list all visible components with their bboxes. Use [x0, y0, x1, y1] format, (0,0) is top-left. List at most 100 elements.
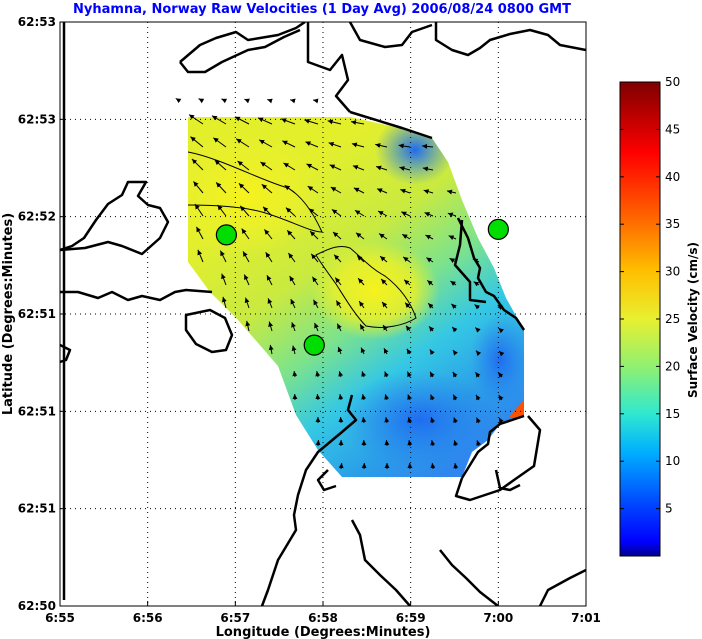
velocity-arrow: [237, 160, 250, 171]
velocity-arrow: [423, 189, 434, 195]
velocity-arrow: [430, 394, 435, 401]
velocity-arrow: [474, 304, 480, 310]
velocity-arrow: [290, 298, 296, 309]
velocity-arrow: [452, 371, 458, 378]
velocity-arrow: [243, 274, 250, 286]
velocity-arrow: [310, 253, 319, 263]
velocity-arrow: [291, 345, 297, 355]
velocity-arrow: [338, 394, 344, 401]
velocity-arrow: [361, 416, 367, 424]
velocity-arrow: [190, 136, 204, 148]
velocity-arrow: [245, 320, 251, 332]
site-marker: [487, 218, 509, 241]
velocity-arrow: [335, 300, 342, 309]
velocity-arrow: [285, 207, 296, 217]
velocity-arrow: [239, 205, 250, 217]
velocity-arrow: [286, 229, 296, 240]
velocity-arrow: [334, 277, 342, 286]
colorbar-tick-label: 20: [665, 359, 680, 373]
velocity-arrow: [234, 116, 250, 125]
velocity-arrow: [359, 324, 365, 332]
y-tick-label: 62:52: [18, 210, 56, 224]
velocity-arrow: [314, 322, 319, 332]
velocity-arrow: [404, 302, 411, 309]
velocity-arrow: [235, 138, 250, 148]
velocity-arrow: [430, 440, 436, 447]
velocity-arrow: [315, 393, 321, 401]
velocity-arrow: [355, 232, 365, 240]
velocity-arrow: [375, 165, 388, 171]
velocity-arrow: [428, 325, 435, 332]
velocity-arrow: [305, 141, 319, 148]
coastline: [60, 22, 586, 606]
velocity-arrow: [328, 141, 342, 148]
velocity-arrow: [401, 233, 411, 240]
velocity-arrow: [350, 120, 365, 126]
colorbar: 50 45 40 35 30 25 20 15 10 5 Surface Velocity (cm…: [619, 75, 700, 557]
plot-area: [59, 21, 587, 607]
velocity-arrow: [358, 300, 365, 309]
velocity-arrow: [193, 181, 204, 194]
velocity-arrow: [474, 327, 481, 333]
velocity-arrow: [452, 394, 458, 401]
velocity-arrow: [333, 254, 342, 263]
velocity-arrow: [352, 165, 365, 171]
velocity-arrow: [329, 164, 342, 171]
y-tick-label: 62:53: [18, 112, 56, 126]
velocity-arrow: [357, 277, 365, 286]
velocity-arrow: [338, 462, 344, 470]
velocity-arrow: [377, 210, 388, 217]
x-tick-label: 6:57: [220, 611, 250, 625]
velocity-arrow: [198, 98, 205, 104]
velocity-arrow: [450, 280, 457, 286]
velocity-arrow: [384, 394, 390, 401]
velocity-arrow: [406, 371, 412, 378]
colorbar-ticks: 50 45 40 35 30 25 20 15 10 5: [620, 75, 680, 516]
colorbar-label: Surface Velocity (cm/s): [686, 242, 700, 398]
velocity-arrow: [383, 347, 389, 355]
x-tick-label: 6:58: [308, 611, 338, 625]
velocity-arrow: [497, 372, 504, 378]
y-tick-label: 62:53: [18, 15, 56, 29]
velocity-arrow: [447, 212, 457, 218]
velocity-arrow: [425, 234, 434, 240]
velocity-arrow: [267, 298, 273, 309]
velocity-arrow: [313, 98, 319, 104]
colorbar-tick-label: 25: [665, 312, 680, 326]
y-tick-label: 62:50: [18, 599, 56, 613]
velocity-arrow: [401, 211, 411, 217]
velocity-arrow: [475, 371, 481, 378]
velocity-arrow: [476, 440, 482, 447]
y-tick-label: 62:51: [18, 404, 56, 418]
velocity-arrow: [384, 371, 389, 378]
velocity-arrow: [260, 161, 273, 171]
colorbar-tick-label: 30: [665, 265, 680, 279]
velocity-arrow: [215, 182, 227, 194]
velocity-arrow: [498, 350, 505, 357]
velocity-arrow: [407, 417, 413, 424]
velocity-arrow: [267, 98, 273, 104]
velocity-arrow: [242, 251, 250, 263]
velocity-arrow: [292, 370, 298, 378]
chart-title: Nyhamna, Norway Raw Velocities (1 Day Av…: [73, 2, 571, 17]
velocity-arrow: [291, 322, 296, 332]
velocity-arrow: [453, 463, 459, 470]
velocity-arrow: [315, 371, 321, 378]
velocity-arrow: [402, 256, 411, 263]
velocity-arrow: [422, 143, 434, 149]
velocity-arrow: [306, 163, 319, 171]
velocity-arrow: [221, 296, 227, 309]
velocity-arrow: [407, 394, 413, 401]
velocity-arrow: [188, 114, 204, 125]
y-tick-label: 62:51: [18, 502, 56, 516]
velocity-arrow: [376, 188, 388, 194]
velocity-arrow: [238, 182, 250, 194]
velocity-arrow: [309, 230, 319, 240]
velocity-arrow: [288, 252, 296, 263]
velocity-arrow: [475, 350, 482, 357]
velocity-arrow: [241, 228, 250, 240]
velocity-arrow: [405, 325, 412, 332]
x-axis-ticks: 6:55 6:56 6:57 6:58 6:59 7:00 7:01: [45, 601, 601, 625]
velocity-arrow: [330, 186, 342, 194]
colorbar-tick-label: 5: [665, 502, 673, 516]
